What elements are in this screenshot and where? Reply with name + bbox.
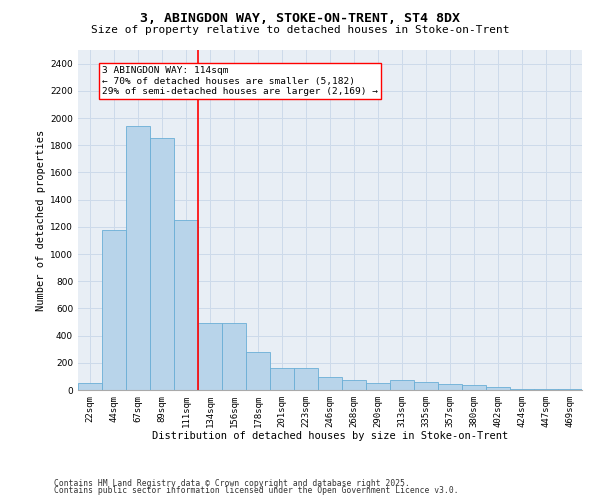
Text: Contains public sector information licensed under the Open Government Licence v3: Contains public sector information licen… <box>54 486 458 495</box>
Bar <box>102 230 126 390</box>
Bar <box>342 380 366 390</box>
X-axis label: Distribution of detached houses by size in Stoke-on-Trent: Distribution of detached houses by size … <box>152 432 508 442</box>
Bar <box>126 126 150 390</box>
Bar <box>222 324 246 390</box>
Bar <box>318 377 342 390</box>
Bar <box>366 382 390 390</box>
Bar <box>198 324 222 390</box>
Bar <box>294 368 318 390</box>
Text: 3 ABINGDON WAY: 114sqm
← 70% of detached houses are smaller (5,182)
29% of semi-: 3 ABINGDON WAY: 114sqm ← 70% of detached… <box>102 66 378 96</box>
Y-axis label: Number of detached properties: Number of detached properties <box>36 130 46 310</box>
Bar <box>462 385 486 390</box>
Bar <box>78 382 102 390</box>
Bar <box>174 220 198 390</box>
Bar <box>510 388 534 390</box>
Bar <box>246 352 270 390</box>
Text: Size of property relative to detached houses in Stoke-on-Trent: Size of property relative to detached ho… <box>91 25 509 35</box>
Bar <box>438 384 462 390</box>
Bar <box>486 388 510 390</box>
Bar <box>414 382 438 390</box>
Bar <box>390 380 414 390</box>
Bar <box>150 138 174 390</box>
Text: Contains HM Land Registry data © Crown copyright and database right 2025.: Contains HM Land Registry data © Crown c… <box>54 478 410 488</box>
Bar <box>270 368 294 390</box>
Text: 3, ABINGDON WAY, STOKE-ON-TRENT, ST4 8DX: 3, ABINGDON WAY, STOKE-ON-TRENT, ST4 8DX <box>140 12 460 26</box>
